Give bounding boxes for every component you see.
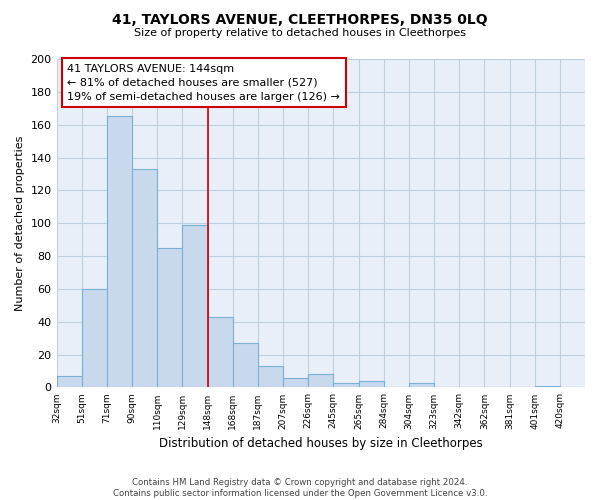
Bar xyxy=(182,225,208,388)
Bar xyxy=(208,317,233,388)
Bar xyxy=(157,248,182,388)
Bar xyxy=(56,376,82,388)
X-axis label: Distribution of detached houses by size in Cleethorpes: Distribution of detached houses by size … xyxy=(159,437,482,450)
Y-axis label: Number of detached properties: Number of detached properties xyxy=(15,136,25,311)
Bar xyxy=(82,289,107,388)
Bar xyxy=(308,374,334,388)
Bar xyxy=(233,343,258,388)
Bar xyxy=(283,378,308,388)
Text: 41, TAYLORS AVENUE, CLEETHORPES, DN35 0LQ: 41, TAYLORS AVENUE, CLEETHORPES, DN35 0L… xyxy=(112,12,488,26)
Bar xyxy=(359,381,383,388)
Text: 41 TAYLORS AVENUE: 144sqm
← 81% of detached houses are smaller (527)
19% of semi: 41 TAYLORS AVENUE: 144sqm ← 81% of detac… xyxy=(67,64,340,102)
Bar xyxy=(258,366,283,388)
Text: Contains HM Land Registry data © Crown copyright and database right 2024.
Contai: Contains HM Land Registry data © Crown c… xyxy=(113,478,487,498)
Bar xyxy=(107,116,132,388)
Bar xyxy=(334,382,359,388)
Bar xyxy=(409,382,434,388)
Text: Size of property relative to detached houses in Cleethorpes: Size of property relative to detached ho… xyxy=(134,28,466,38)
Bar xyxy=(132,169,157,388)
Bar xyxy=(535,386,560,388)
